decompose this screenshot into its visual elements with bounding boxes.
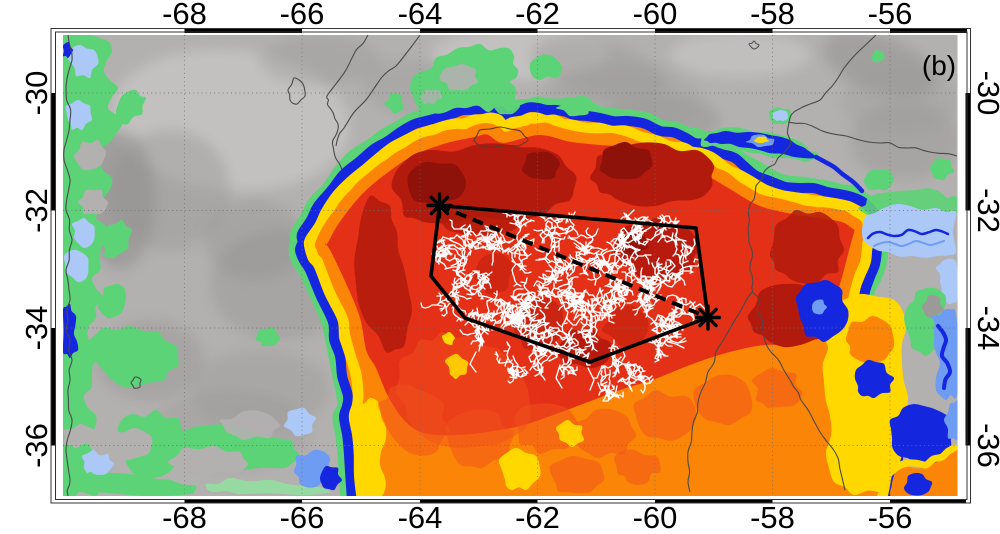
svg-text:-30: -30 bbox=[19, 71, 54, 116]
svg-text:-58: -58 bbox=[750, 0, 795, 31]
svg-text:-34: -34 bbox=[19, 306, 54, 351]
svg-text:-64: -64 bbox=[398, 500, 443, 534]
svg-text:-30: -30 bbox=[971, 71, 1000, 116]
svg-text:-68: -68 bbox=[162, 0, 207, 31]
svg-text:-58: -58 bbox=[750, 500, 795, 534]
svg-text:-64: -64 bbox=[398, 0, 443, 31]
svg-text:-36: -36 bbox=[19, 423, 54, 468]
svg-text:-66: -66 bbox=[280, 500, 325, 534]
svg-text:-56: -56 bbox=[868, 0, 913, 31]
svg-text:-68: -68 bbox=[162, 500, 207, 534]
svg-text:-56: -56 bbox=[868, 500, 913, 534]
svg-text:-66: -66 bbox=[280, 0, 325, 31]
svg-text:-32: -32 bbox=[19, 188, 54, 233]
svg-text:-34: -34 bbox=[971, 306, 1000, 351]
svg-text:-62: -62 bbox=[515, 500, 560, 534]
svg-text:-62: -62 bbox=[515, 0, 560, 31]
svg-text:-60: -60 bbox=[633, 0, 678, 31]
svg-text:-36: -36 bbox=[971, 423, 1000, 468]
svg-text:-60: -60 bbox=[633, 500, 678, 534]
svg-text:(b): (b) bbox=[922, 50, 956, 81]
svg-text:-32: -32 bbox=[971, 188, 1000, 233]
